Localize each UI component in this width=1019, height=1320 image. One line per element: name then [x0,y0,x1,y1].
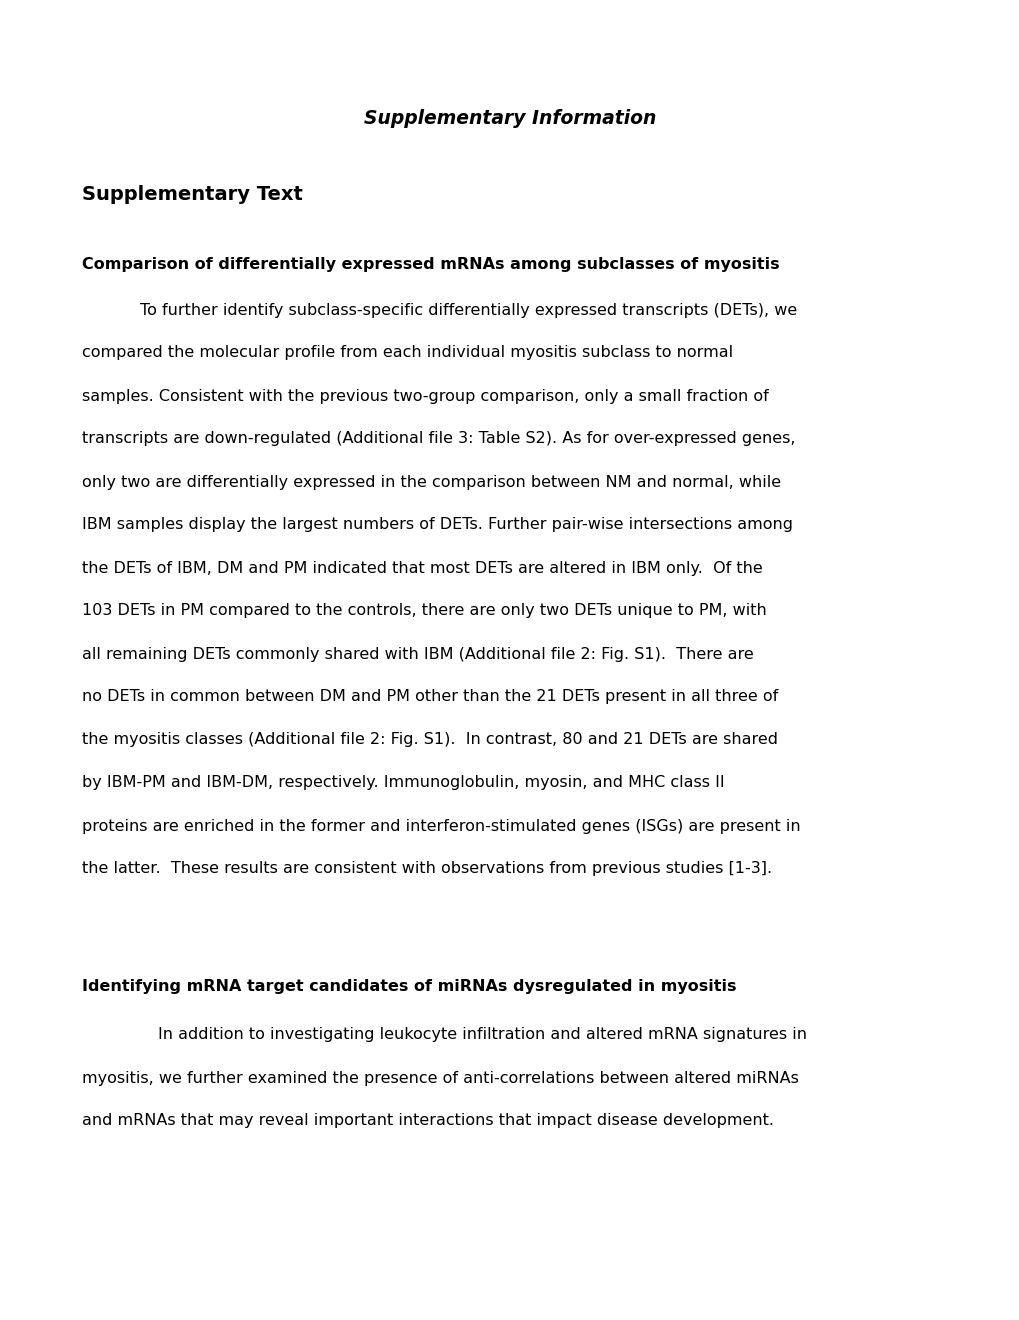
Text: Identifying mRNA target candidates of miRNAs dysregulated in myositis: Identifying mRNA target candidates of mi… [82,979,736,994]
Text: In addition to investigating leukocyte infiltration and altered mRNA signatures : In addition to investigating leukocyte i… [158,1027,806,1043]
Text: Supplementary Text: Supplementary Text [82,186,303,205]
Text: only two are differentially expressed in the comparison between NM and normal, w: only two are differentially expressed in… [82,474,781,490]
Text: Comparison of differentially expressed mRNAs among subclasses of myositis: Comparison of differentially expressed m… [82,257,779,272]
Text: by IBM-PM and IBM-DM, respectively. Immunoglobulin, myosin, and MHC class II: by IBM-PM and IBM-DM, respectively. Immu… [82,776,723,791]
Text: no DETs in common between DM and PM other than the 21 DETs present in all three : no DETs in common between DM and PM othe… [82,689,777,705]
Text: To further identify subclass-specific differentially expressed transcripts (DETs: To further identify subclass-specific di… [140,302,797,318]
Text: IBM samples display the largest numbers of DETs. Further pair-wise intersections: IBM samples display the largest numbers … [82,517,792,532]
Text: the DETs of IBM, DM and PM indicated that most DETs are altered in IBM only.  Of: the DETs of IBM, DM and PM indicated tha… [82,561,762,576]
Text: transcripts are down-regulated (Additional file 3: Table S2). As for over-expres: transcripts are down-regulated (Addition… [82,432,795,446]
Text: the latter.  These results are consistent with observations from previous studie: the latter. These results are consistent… [82,862,771,876]
Text: 103 DETs in PM compared to the controls, there are only two DETs unique to PM, w: 103 DETs in PM compared to the controls,… [82,603,766,619]
Text: Supplementary Information: Supplementary Information [364,108,655,128]
Text: all remaining DETs commonly shared with IBM (Additional file 2: Fig. S1).  There: all remaining DETs commonly shared with … [82,647,753,661]
Text: and mRNAs that may reveal important interactions that impact disease development: and mRNAs that may reveal important inte… [82,1114,773,1129]
Text: the myositis classes (Additional file 2: Fig. S1).  In contrast, 80 and 21 DETs : the myositis classes (Additional file 2:… [82,733,777,747]
Text: myositis, we further examined the presence of anti-correlations between altered : myositis, we further examined the presen… [82,1071,798,1085]
Text: compared the molecular profile from each individual myositis subclass to normal: compared the molecular profile from each… [82,346,733,360]
Text: samples. Consistent with the previous two-group comparison, only a small fractio: samples. Consistent with the previous tw… [82,388,768,404]
Text: proteins are enriched in the former and interferon-stimulated genes (ISGs) are p: proteins are enriched in the former and … [82,818,800,833]
